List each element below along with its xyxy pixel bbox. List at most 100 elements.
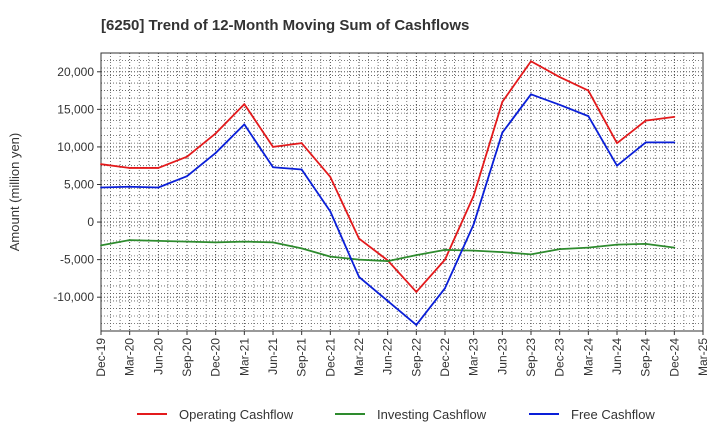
operating-cashflow-point bbox=[530, 60, 532, 63]
x-tick-label: Dec-19 bbox=[94, 338, 108, 377]
free-cashflow-point bbox=[243, 123, 246, 126]
investing-cashflow-point bbox=[358, 258, 360, 261]
investing-cashflow-point bbox=[157, 239, 160, 242]
investing-cashflow-point bbox=[186, 240, 188, 243]
investing-cashflow-point bbox=[444, 248, 446, 251]
legend-label-investing-cashflow: Investing Cashflow bbox=[377, 407, 487, 422]
operating-cashflow-point bbox=[300, 142, 303, 145]
investing-cashflow-point bbox=[558, 248, 561, 251]
operating-cashflow-point bbox=[157, 167, 160, 169]
x-tick-label: Dec-20 bbox=[209, 338, 223, 377]
investing-cashflow-point bbox=[243, 240, 246, 243]
x-tick-label: Mar-21 bbox=[237, 338, 251, 376]
x-tick-label: Mar-22 bbox=[352, 338, 366, 376]
operating-cashflow-point bbox=[100, 163, 102, 166]
free-cashflow-point bbox=[300, 168, 303, 171]
investing-cashflow-point bbox=[386, 260, 389, 263]
x-tick-label: Sep-22 bbox=[409, 338, 423, 377]
operating-cashflow-point bbox=[243, 103, 246, 105]
x-tick-label: Mar-25 bbox=[696, 338, 710, 376]
free-cashflow-point bbox=[128, 185, 131, 188]
operating-cashflow-point bbox=[587, 89, 590, 92]
y-tick-label: 5,000 bbox=[64, 177, 94, 191]
free-cashflow-point bbox=[214, 152, 217, 154]
investing-cashflow-point bbox=[128, 239, 131, 241]
free-cashflow-point bbox=[358, 276, 360, 278]
investing-cashflow-point bbox=[300, 247, 303, 250]
x-tick-label: Jun-24 bbox=[610, 338, 624, 375]
free-cashflow-point bbox=[157, 186, 160, 189]
y-tick-label: -10,000 bbox=[53, 290, 94, 304]
operating-cashflow-point bbox=[501, 100, 504, 103]
investing-cashflow-point bbox=[415, 254, 418, 257]
operating-cashflow-point bbox=[272, 146, 274, 148]
investing-cashflow-point bbox=[214, 241, 217, 244]
free-cashflow-point bbox=[329, 210, 332, 213]
free-cashflow-point bbox=[444, 287, 446, 290]
x-tick-label: Sep-21 bbox=[295, 338, 309, 377]
x-tick-label: Jun-23 bbox=[495, 338, 509, 375]
legend-label-operating-cashflow: Operating Cashflow bbox=[179, 407, 294, 422]
investing-cashflow-point bbox=[673, 246, 676, 249]
y-tick-label: -5,000 bbox=[60, 253, 94, 267]
x-tick-label: Dec-24 bbox=[667, 338, 681, 377]
free-cashflow-point bbox=[472, 223, 475, 226]
investing-cashflow-point bbox=[501, 251, 504, 254]
operating-cashflow-point bbox=[214, 132, 217, 135]
x-tick-label: Jun-22 bbox=[381, 338, 395, 375]
operating-cashflow-point bbox=[558, 76, 561, 78]
operating-cashflow-point bbox=[415, 291, 418, 293]
investing-cashflow-point bbox=[100, 244, 102, 247]
legend: Operating Cashflow Investing Cashflow Free… bbox=[137, 407, 655, 422]
x-tick-label: Dec-23 bbox=[553, 338, 567, 377]
free-cashflow-point bbox=[415, 324, 418, 326]
free-cashflow-point bbox=[587, 115, 590, 118]
plot-area bbox=[101, 53, 703, 331]
y-tick-label: 10,000 bbox=[57, 140, 94, 154]
x-tick-label: Jun-20 bbox=[151, 338, 165, 375]
x-tick-label: Dec-21 bbox=[323, 338, 337, 377]
investing-cashflow-point bbox=[272, 241, 274, 244]
operating-cashflow-point bbox=[128, 167, 131, 169]
free-cashflow-point bbox=[558, 103, 561, 106]
x-tick-label: Sep-24 bbox=[639, 338, 653, 377]
free-cashflow-point bbox=[644, 141, 647, 144]
x-tick-label: Sep-20 bbox=[180, 338, 194, 377]
operating-cashflow-point bbox=[472, 194, 475, 197]
plot-frame bbox=[100, 52, 704, 332]
free-cashflow-point bbox=[616, 164, 618, 167]
free-cashflow-point bbox=[386, 300, 389, 302]
operating-cashflow-point bbox=[358, 237, 360, 240]
investing-cashflow-point bbox=[472, 249, 475, 252]
free-cashflow-point bbox=[530, 93, 532, 96]
investing-cashflow-point bbox=[644, 242, 647, 245]
investing-cashflow-point bbox=[587, 246, 590, 249]
chart-title: [6250] Trend of 12-Month Moving Sum of C… bbox=[101, 17, 469, 34]
free-cashflow-point bbox=[100, 186, 102, 189]
operating-cashflow-point bbox=[186, 155, 188, 158]
legend-label-free-cashflow: Free Cashflow bbox=[571, 407, 655, 422]
x-tick-label: Mar-24 bbox=[581, 338, 595, 376]
x-tick-label: Dec-22 bbox=[438, 338, 452, 377]
operating-cashflow-point bbox=[673, 115, 676, 118]
x-tick-label: Mar-23 bbox=[467, 338, 481, 376]
y-tick-label: 0 bbox=[87, 215, 94, 229]
y-axis-label: Amount (million yen) bbox=[7, 133, 22, 252]
operating-cashflow-point bbox=[616, 142, 618, 145]
x-tick-label: Sep-23 bbox=[524, 338, 538, 377]
free-cashflow-point bbox=[673, 141, 676, 144]
x-tick-label: Mar-20 bbox=[123, 338, 137, 376]
investing-cashflow-point bbox=[329, 255, 332, 258]
free-cashflow-point bbox=[501, 131, 504, 134]
free-cashflow-point bbox=[272, 166, 274, 169]
y-tick-label: 15,000 bbox=[57, 102, 94, 116]
operating-cashflow-point bbox=[329, 176, 332, 178]
free-cashflow-point bbox=[186, 175, 188, 178]
operating-cashflow-point bbox=[444, 258, 446, 261]
investing-cashflow-point bbox=[616, 243, 618, 246]
y-tick-label: 20,000 bbox=[57, 65, 94, 79]
x-tick-label: Jun-21 bbox=[266, 338, 280, 375]
operating-cashflow-point bbox=[644, 119, 647, 122]
